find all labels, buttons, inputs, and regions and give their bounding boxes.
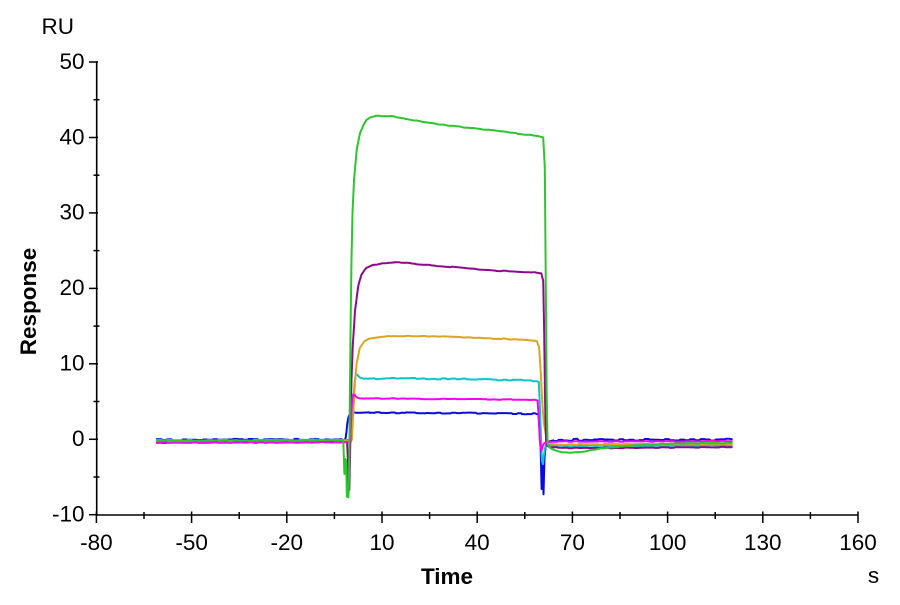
svg-text:Time: Time [421,564,473,589]
svg-text:40: 40 [465,530,490,555]
svg-text:100: 100 [649,530,687,555]
svg-text:-20: -20 [271,530,304,555]
svg-text:RU: RU [42,14,75,39]
svg-text:0: 0 [72,426,85,451]
svg-text:10: 10 [369,530,394,555]
svg-text:-80: -80 [80,530,113,555]
svg-text:s: s [868,563,879,588]
svg-text:40: 40 [59,124,84,149]
svg-text:-50: -50 [175,530,208,555]
svg-text:20: 20 [59,275,84,300]
svg-text:50: 50 [59,49,84,74]
svg-text:10: 10 [59,351,84,376]
svg-text:160: 160 [839,530,877,555]
svg-text:70: 70 [560,530,585,555]
svg-text:30: 30 [59,200,84,225]
svg-text:130: 130 [744,530,782,555]
svg-text:-10: -10 [52,502,85,527]
svg-text:Response: Response [16,248,41,356]
